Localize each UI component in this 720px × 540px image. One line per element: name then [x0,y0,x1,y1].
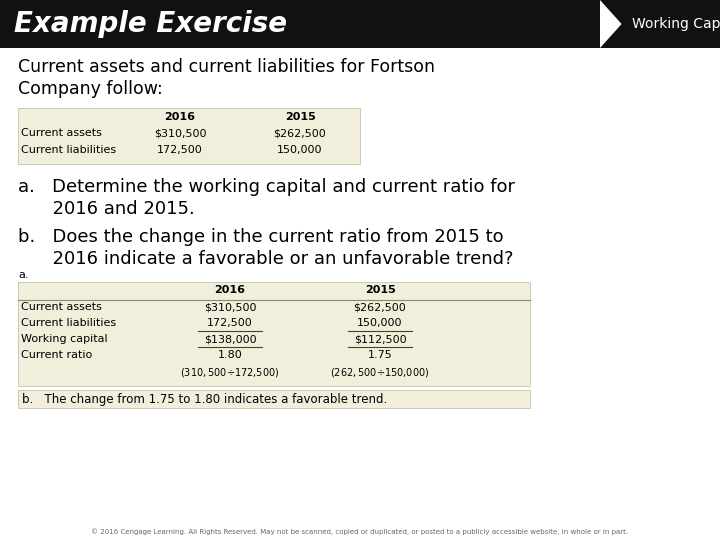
Text: 1.75: 1.75 [368,350,392,360]
Text: $310,500: $310,500 [154,128,206,138]
Text: Current assets and current liabilities for Fortson: Current assets and current liabilities f… [18,58,435,76]
Text: $262,500: $262,500 [354,302,406,312]
Text: 2016 and 2015.: 2016 and 2015. [18,200,194,218]
Bar [18,390,530,408]
Bar [18,282,530,386]
Bar [0,0,720,48]
Text: 2016: 2016 [164,112,196,122]
Text: b.   The change from 1.75 to 1.80 indicates a favorable trend.: b. The change from 1.75 to 1.80 indicate… [22,393,387,406]
Text: Working capital: Working capital [21,334,107,344]
Text: $310,500: $310,500 [204,302,256,312]
Text: Example Exercise: Example Exercise [14,10,287,38]
Text: 1.80: 1.80 [217,350,243,360]
Text: © 2016 Cengage Learning. All Rights Reserved. May not be scanned, copied or dupl: © 2016 Cengage Learning. All Rights Rese… [91,528,629,535]
Text: b.   Does the change in the current ratio from 2015 to: b. Does the change in the current ratio … [18,228,503,246]
Text: a.   Determine the working capital and current ratio for: a. Determine the working capital and cur… [18,178,515,196]
Text: Company follow:: Company follow: [18,80,163,98]
Text: 2015: 2015 [364,285,395,295]
Text: ($262,500 ÷ $150,000): ($262,500 ÷ $150,000) [330,366,430,379]
Text: $262,500: $262,500 [274,128,326,138]
Text: Current assets: Current assets [21,128,102,138]
Text: ($310,500 ÷ $172,500): ($310,500 ÷ $172,500) [180,366,279,379]
Text: $138,000: $138,000 [204,334,256,344]
Polygon shape [600,0,720,48]
Text: 172,500: 172,500 [207,318,253,328]
Bar [18,108,360,164]
Text: 2016 indicate a favorable or an unfavorable trend?: 2016 indicate a favorable or an unfavora… [18,250,513,268]
Text: 150,000: 150,000 [357,318,402,328]
Text: Current ratio: Current ratio [21,350,92,360]
Text: a.: a. [18,270,29,280]
Text: Current liabilities: Current liabilities [21,318,116,328]
Polygon shape [600,0,621,48]
Text: 2015: 2015 [284,112,315,122]
Text: 2016: 2016 [215,285,246,295]
Text: Current liabilities: Current liabilities [21,145,116,155]
Text: Working Capital and Current Ratio: Working Capital and Current Ratio [631,17,720,31]
Text: Current assets: Current assets [21,302,102,312]
Text: 150,000: 150,000 [277,145,323,155]
Text: $112,500: $112,500 [354,334,406,344]
Text: 172,500: 172,500 [157,145,203,155]
